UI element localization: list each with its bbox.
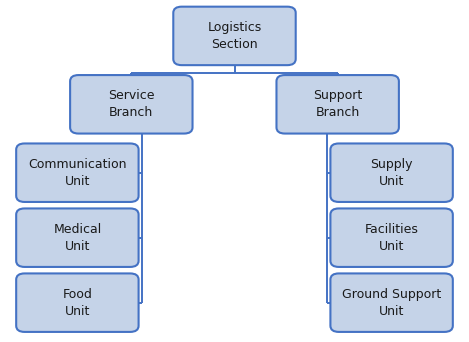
Text: Medical
Unit: Medical Unit — [53, 223, 101, 253]
FancyBboxPatch shape — [16, 208, 139, 267]
Text: Facilities
Unit: Facilities Unit — [365, 223, 418, 253]
FancyBboxPatch shape — [330, 274, 453, 332]
Text: Support
Branch: Support Branch — [313, 89, 363, 119]
FancyBboxPatch shape — [330, 144, 453, 202]
FancyBboxPatch shape — [16, 274, 139, 332]
Text: Supply
Unit: Supply Unit — [371, 158, 413, 188]
Text: Ground Support
Unit: Ground Support Unit — [342, 288, 441, 318]
FancyBboxPatch shape — [16, 144, 139, 202]
Text: Logistics
Section: Logistics Section — [207, 21, 262, 51]
Text: Food
Unit: Food Unit — [62, 288, 92, 318]
FancyBboxPatch shape — [330, 208, 453, 267]
FancyBboxPatch shape — [70, 75, 193, 134]
FancyBboxPatch shape — [276, 75, 399, 134]
FancyBboxPatch shape — [174, 6, 295, 65]
Text: Communication
Unit: Communication Unit — [28, 158, 127, 188]
Text: Service
Branch: Service Branch — [108, 89, 155, 119]
